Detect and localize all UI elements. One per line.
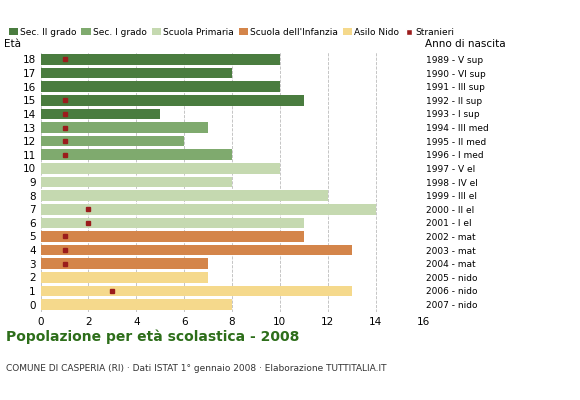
Bar xyxy=(41,54,280,65)
Bar xyxy=(41,82,280,92)
Text: COMUNE DI CASPERIA (RI) · Dati ISTAT 1° gennaio 2008 · Elaborazione TUTTITALIA.I: COMUNE DI CASPERIA (RI) · Dati ISTAT 1° … xyxy=(6,364,386,373)
Bar xyxy=(41,68,232,78)
Bar xyxy=(41,190,328,201)
Bar xyxy=(41,218,304,228)
Text: Età: Età xyxy=(4,39,21,49)
Legend: Sec. II grado, Sec. I grado, Scuola Primaria, Scuola dell'Infanzia, Asilo Nido, : Sec. II grado, Sec. I grado, Scuola Prim… xyxy=(9,28,455,37)
Bar xyxy=(41,258,208,269)
Bar xyxy=(41,204,376,214)
Bar xyxy=(41,95,304,106)
Bar xyxy=(41,286,351,296)
Text: Anno di nascita: Anno di nascita xyxy=(425,39,506,49)
Bar xyxy=(41,163,280,174)
Bar xyxy=(41,177,232,187)
Bar xyxy=(41,109,160,119)
Bar xyxy=(41,231,304,242)
Bar xyxy=(41,136,184,146)
Bar xyxy=(41,150,232,160)
Bar xyxy=(41,299,232,310)
Text: Popolazione per età scolastica - 2008: Popolazione per età scolastica - 2008 xyxy=(6,330,299,344)
Bar xyxy=(41,272,208,282)
Bar xyxy=(41,122,208,133)
Bar xyxy=(41,245,351,255)
